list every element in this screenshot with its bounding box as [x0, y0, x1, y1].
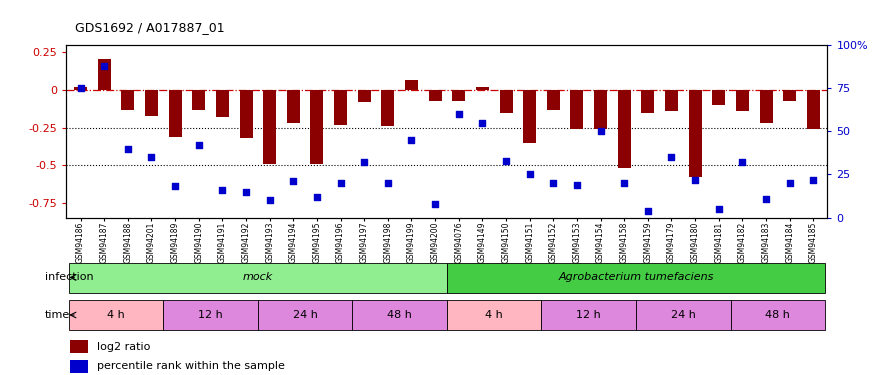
Bar [258, 300, 352, 330]
Point [570, 182, 584, 188]
Point [546, 180, 560, 186]
Point [381, 180, 395, 186]
Text: Agrobacterium tumefaciens: Agrobacterium tumefaciens [558, 273, 713, 282]
Text: 24 h: 24 h [671, 310, 696, 320]
Point [168, 183, 182, 189]
Point [688, 177, 702, 183]
Point [215, 187, 229, 193]
Bar [759, 90, 773, 123]
Text: percentile rank within the sample: percentile rank within the sample [96, 362, 285, 371]
Bar [381, 90, 395, 126]
Point [594, 128, 608, 134]
Point [286, 178, 300, 184]
Point [735, 159, 750, 165]
Bar [169, 90, 181, 136]
Bar [642, 90, 654, 112]
Bar [447, 262, 825, 292]
Point [192, 142, 206, 148]
Point [97, 63, 112, 69]
Bar [240, 90, 252, 138]
Bar [70, 340, 89, 353]
Point [73, 85, 88, 91]
Point [451, 111, 466, 117]
Text: 12 h: 12 h [198, 310, 223, 320]
Bar [730, 300, 825, 330]
Bar [70, 360, 89, 373]
Text: 12 h: 12 h [576, 310, 601, 320]
Bar [689, 90, 702, 177]
Bar [145, 90, 158, 116]
Text: 48 h: 48 h [766, 310, 790, 320]
Bar [542, 300, 636, 330]
Bar [807, 90, 820, 129]
Point [239, 189, 253, 195]
Text: 4 h: 4 h [485, 310, 503, 320]
Point [759, 195, 773, 201]
Point [404, 137, 419, 143]
Bar [712, 90, 725, 105]
Bar [74, 87, 87, 90]
Point [144, 154, 158, 160]
Text: 24 h: 24 h [293, 310, 318, 320]
Bar [311, 90, 323, 164]
Bar [636, 300, 730, 330]
Point [358, 159, 372, 165]
Bar [216, 90, 229, 117]
Bar [476, 87, 489, 90]
Point [641, 208, 655, 214]
Point [522, 171, 536, 177]
Bar [97, 58, 111, 90]
Text: mock: mock [242, 273, 273, 282]
Bar [334, 90, 347, 124]
Bar [447, 300, 542, 330]
Bar [618, 90, 631, 168]
Bar [783, 90, 796, 101]
Point [782, 180, 796, 186]
Bar [358, 90, 371, 102]
Bar [69, 300, 164, 330]
Bar [736, 90, 749, 111]
Bar [571, 90, 583, 129]
Point [428, 201, 442, 207]
Text: 48 h: 48 h [388, 310, 412, 320]
Bar [428, 90, 442, 101]
Text: infection: infection [45, 273, 94, 282]
Bar [164, 300, 258, 330]
Bar [499, 90, 512, 112]
Text: 4 h: 4 h [107, 310, 125, 320]
Point [310, 194, 324, 200]
Bar [594, 90, 607, 129]
Point [806, 177, 820, 183]
Text: log2 ratio: log2 ratio [96, 342, 150, 351]
Point [499, 158, 513, 164]
Bar [263, 90, 276, 164]
Bar [405, 80, 418, 90]
Point [120, 146, 135, 152]
Bar [665, 90, 678, 111]
Text: time: time [45, 310, 70, 320]
Bar [121, 90, 135, 110]
Point [263, 197, 277, 203]
Text: GDS1692 / A017887_01: GDS1692 / A017887_01 [75, 21, 225, 34]
Bar [352, 300, 447, 330]
Point [475, 120, 489, 126]
Point [334, 180, 348, 186]
Point [712, 206, 726, 212]
Bar [452, 90, 466, 101]
Point [617, 180, 631, 186]
Bar [69, 262, 447, 292]
Bar [547, 90, 560, 110]
Bar [192, 90, 205, 110]
Point [665, 154, 679, 160]
Bar [523, 90, 536, 142]
Bar [287, 90, 300, 123]
